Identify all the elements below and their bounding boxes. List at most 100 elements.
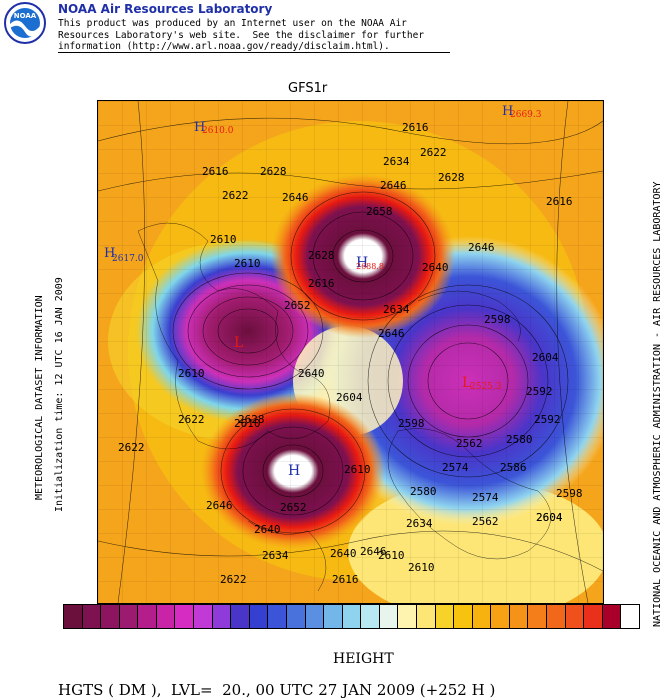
contour-label: 2646: [468, 241, 495, 254]
legend-swatch: [435, 605, 455, 628]
legend-swatch: [454, 605, 473, 628]
legend-swatch: [361, 605, 380, 628]
legend-swatch: [621, 605, 639, 628]
legend-swatch: [119, 605, 139, 628]
contour-label: 2652: [284, 299, 311, 312]
pressure-centers: H 2610.0 H 2669.3 H 2617.0 L L 2525.3 H …: [104, 104, 542, 479]
header-title: NOAA Air Resources Laboratory: [58, 2, 273, 16]
contour-label: 2628: [238, 413, 265, 426]
init-time-label: Initialization time: 12 UTC 16 JAN 2009: [54, 277, 65, 512]
contour-label-layer: 2616 2622 2616 2628 2622 2646 2634 2646 …: [118, 121, 583, 586]
contour-label: 2604: [336, 391, 363, 404]
high-marker: H: [356, 255, 368, 271]
legend-swatch: [82, 605, 102, 628]
contour-label: 2610: [378, 549, 405, 562]
legend-swatch: [212, 605, 232, 628]
contour-label: 2628: [308, 249, 335, 262]
center-value: 2617.0: [112, 254, 144, 264]
contour-label: 2610: [344, 463, 371, 476]
contour-label: 2634: [383, 155, 410, 168]
legend-swatch: [509, 605, 529, 628]
contour-label: 2646: [378, 327, 405, 340]
contour-label: 2586: [500, 461, 527, 474]
contour-label: 2628: [260, 165, 287, 178]
legend-swatch: [342, 605, 362, 628]
contour-label: 2622: [222, 189, 249, 202]
contour-label: 2610: [210, 233, 237, 246]
legend-swatch: [194, 605, 213, 628]
legend-swatch: [547, 605, 566, 628]
contour-label: 2622: [118, 441, 145, 454]
contour-label: 2616: [402, 121, 429, 134]
contour-label: 2640: [330, 547, 357, 560]
contour-label: 2634: [262, 549, 289, 562]
low-marker: L: [462, 375, 471, 391]
contour-label: 2604: [536, 511, 563, 524]
legend-swatch: [565, 605, 585, 628]
contour-label: 2628: [438, 171, 465, 184]
high-marker: H: [288, 463, 300, 479]
header-rule: [58, 52, 450, 53]
contour-label: 2640: [422, 261, 449, 274]
contour-label: 2646: [206, 499, 233, 512]
contour-label: 2610: [178, 367, 205, 380]
contour-label: 2574: [472, 491, 499, 504]
variable-label: HEIGHT: [333, 651, 394, 667]
contour-label: 2610: [408, 561, 435, 574]
header-line-2: Resources Laboratory's web site. See the…: [58, 30, 425, 41]
contour-label: 2640: [298, 367, 325, 380]
contour-label: 2658: [366, 205, 393, 218]
legend-swatch: [602, 605, 622, 628]
contour-label: 2634: [383, 303, 410, 316]
dataset-info-label: METEOROLOGICAL DATASET INFORMATION: [34, 295, 45, 500]
contour-label: 2604: [532, 351, 559, 364]
svg-text:NOAA: NOAA: [14, 12, 37, 20]
legend-swatch: [101, 605, 120, 628]
header-line-1: This product was produced by an Internet…: [58, 18, 407, 29]
contour-label: 2598: [556, 487, 583, 500]
high-marker: H: [502, 104, 513, 119]
contour-label: 2652: [280, 501, 307, 514]
footer-info: HGTS ( DM ), LVL= 20., 00 UTC 27 JAN 200…: [58, 681, 496, 699]
legend-swatch: [231, 605, 250, 628]
contour-label: 2574: [442, 461, 469, 474]
legend-swatch: [472, 605, 492, 628]
contour-label: 2616: [332, 573, 359, 586]
legend-swatch: [138, 605, 157, 628]
contour-label: 2616: [546, 195, 573, 208]
center-value: 2669.3: [510, 110, 542, 120]
legend-swatch: [249, 605, 269, 628]
agency-label: NATIONAL OCEANIC AND ATMOSPHERIC ADMINIS…: [652, 181, 663, 627]
center-value: 2610.0: [202, 126, 234, 136]
contour-label: 2610: [234, 257, 261, 270]
contour-label: 2646: [282, 191, 309, 204]
noaa-logo-icon: NOAA: [4, 2, 46, 44]
contour-label: 2616: [308, 277, 335, 290]
contour-label: 2646: [360, 545, 387, 558]
legend-swatch: [398, 605, 417, 628]
legend-swatch: [156, 605, 176, 628]
contour-label: 2598: [484, 313, 511, 326]
contour-label: 2562: [456, 437, 483, 450]
legend-swatch: [286, 605, 306, 628]
high-marker: H: [194, 120, 205, 135]
contour-label: 2592: [534, 413, 561, 426]
contour-label: 2622: [178, 413, 205, 426]
legend-swatch: [491, 605, 510, 628]
legend-swatch: [324, 605, 343, 628]
contour-label: 2616: [202, 165, 229, 178]
legend-swatch: [584, 605, 603, 628]
height-map: 2616 2622 2616 2628 2622 2646 2634 2646 …: [98, 101, 603, 603]
contour-label: 2646: [380, 179, 407, 192]
contour-label: 2634: [406, 517, 433, 530]
center-value: 2688.8: [356, 262, 384, 271]
high-marker: H: [104, 246, 115, 261]
contour-label: 2562: [472, 515, 499, 528]
center-value: 2525.3: [470, 382, 502, 392]
model-name: GFS1r: [288, 81, 328, 96]
legend-swatch: [305, 605, 325, 628]
map-panel: 2616 2622 2616 2628 2622 2646 2634 2646 …: [97, 100, 604, 604]
contour-label: 2592: [526, 385, 553, 398]
low-marker: L: [234, 335, 243, 351]
legend-swatch: [379, 605, 399, 628]
